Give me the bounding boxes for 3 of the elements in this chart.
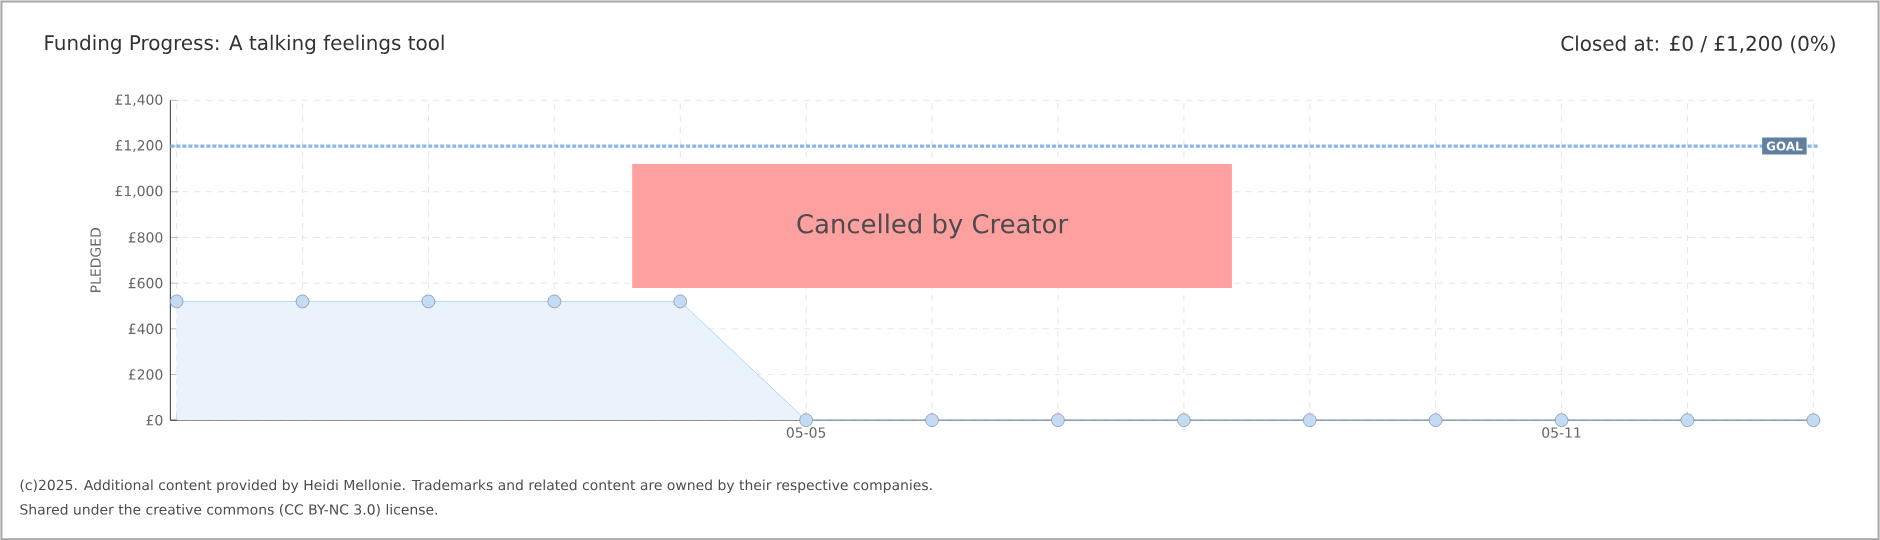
annotation: Cancelled by Creator [797, 213, 1069, 239]
chart-subtitle: Closed at: £0 / £1,200 (0%) [1561, 35, 1835, 53]
chart-title: Funding Progress: A talking feelings tool [45, 34, 444, 54]
